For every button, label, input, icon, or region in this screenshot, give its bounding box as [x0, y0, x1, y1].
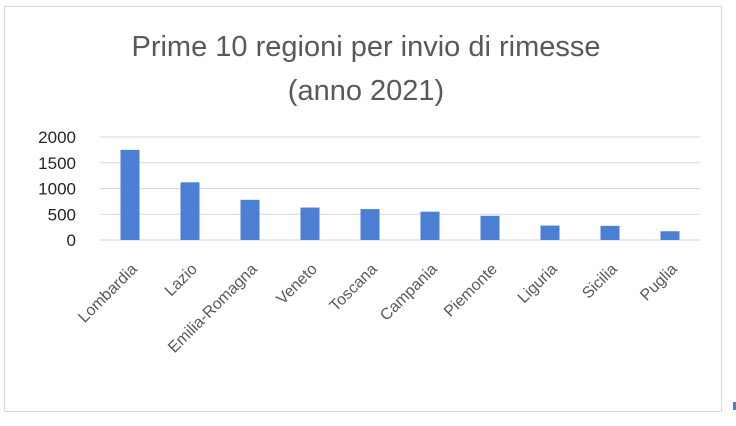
x-tick-label: Puglia: [637, 261, 681, 305]
x-tick-label: Veneto: [274, 261, 321, 308]
bar-liguria: [540, 225, 560, 240]
x-tick-label: Liguria: [515, 261, 561, 307]
x-tick-label: Campania: [377, 261, 441, 325]
y-tick-label: 1000: [38, 180, 76, 199]
bar-campania: [420, 211, 440, 240]
bar-lazio: [180, 182, 200, 240]
bar-puglia: [660, 231, 680, 240]
y-tick-label: 0: [67, 231, 76, 250]
x-tick-label: Toscana: [327, 261, 381, 315]
x-tick-label: Piemonte: [441, 261, 501, 321]
bar-veneto: [300, 207, 320, 240]
resize-handle: [733, 402, 736, 410]
y-tick-label: 500: [48, 205, 76, 224]
x-tick-label: Lazio: [162, 261, 201, 300]
x-tick-label: Sicilia: [579, 261, 621, 303]
chart-title-line-2: (anno 2021): [288, 75, 444, 107]
y-tick-label: 1500: [38, 154, 76, 173]
bar-piemonte: [480, 215, 500, 240]
chart-title-line-1: Prime 10 regioni per invio di rimesse: [131, 31, 600, 63]
y-tick-label: 2000: [38, 128, 76, 147]
bar-toscana: [360, 209, 380, 240]
bar-emilia-romagna: [240, 199, 260, 240]
bar-lombardia: [120, 149, 140, 240]
bar-sicilia: [600, 225, 620, 240]
x-tick-label: Lombardia: [75, 261, 141, 327]
